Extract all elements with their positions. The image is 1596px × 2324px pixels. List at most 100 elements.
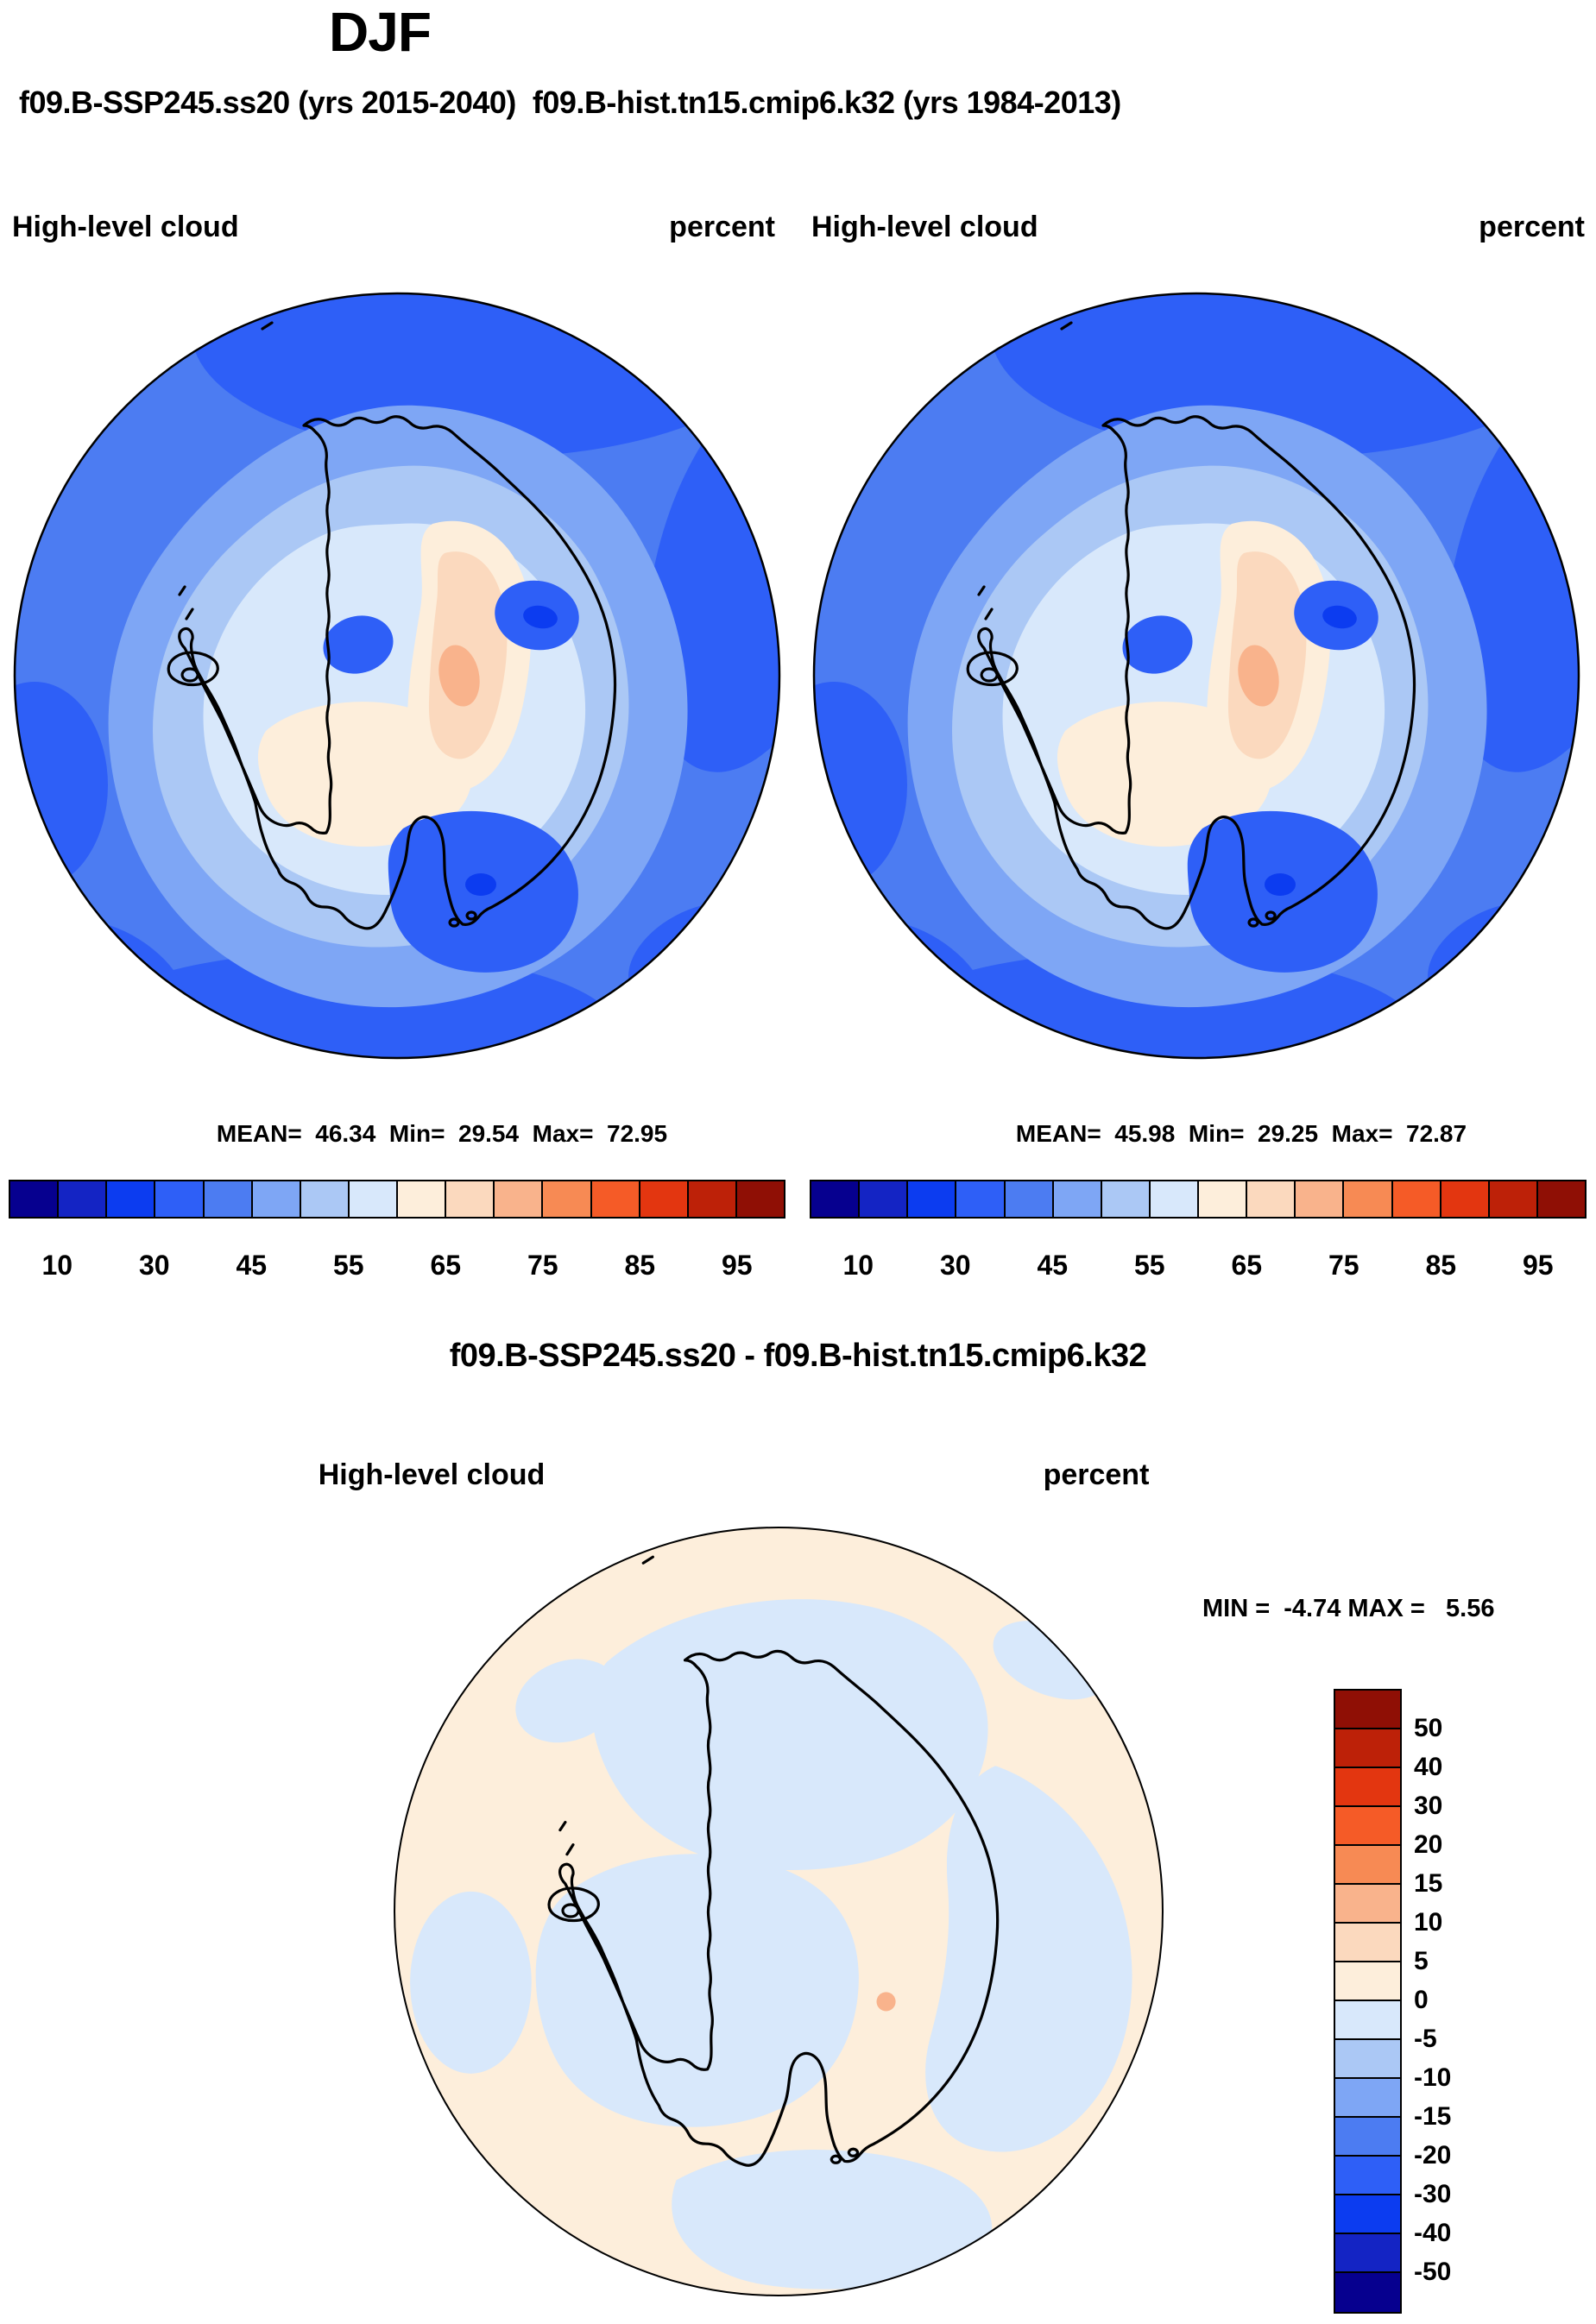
colorbar-segment [1150, 1181, 1199, 1217]
diff-colorbar-tick-label: -20 [1414, 2141, 1452, 2170]
left-panel-units-label: percent [669, 211, 775, 243]
colorbar-segment [155, 1181, 205, 1217]
diff-colorbar-segment [1335, 1729, 1400, 1768]
diff-colorbar-tick-label: 20 [1414, 1830, 1443, 1859]
left-map [10, 289, 784, 1062]
colorbar-segment [1005, 1181, 1054, 1217]
diff-colorbar-segment [1335, 1885, 1400, 1924]
diff-colorbar-segment [1335, 1924, 1400, 1962]
diff-minmax-stats: MIN = -4.74 MAX = 5.56 [1202, 1595, 1495, 1622]
diff-colorbar-segment [1335, 2157, 1400, 2195]
left-colorbar [9, 1180, 785, 1219]
diff-colorbar [1334, 1689, 1402, 2314]
difference-map [390, 1523, 1167, 2300]
diff-colorbar-tick-label: -10 [1414, 2063, 1452, 2092]
season-title: DJF [329, 1, 432, 63]
diff-colorbar-labels: 50 40 30 20 15 10 5 0 -5 -10 -15 -20 -30 -40 -50 [1414, 1689, 1517, 2312]
colorbar-tick-label: 75 [1328, 1250, 1359, 1281]
colorbar-segment [495, 1181, 544, 1217]
right-colorbar [810, 1180, 1587, 1219]
diff-colorbar-tick-label: 5 [1414, 1947, 1429, 1975]
colorbar-segment [252, 1181, 301, 1217]
colorbar-segment [860, 1181, 909, 1217]
colorbar-segment [107, 1181, 156, 1217]
colorbar-segment [1199, 1181, 1248, 1217]
left-panel-stats: MEAN= 46.34 Min= 29.54 Max= 72.95 [216, 1120, 668, 1147]
colorbar-segment [736, 1181, 784, 1217]
diff-colorbar-segment [1335, 2040, 1400, 2079]
diff-colorbar-segment [1335, 2234, 1400, 2273]
diff-colorbar-tick-label: 10 [1414, 1908, 1443, 1937]
right-panel-stats: MEAN= 45.98 Min= 29.25 Max= 72.87 [1015, 1120, 1467, 1147]
run-titles: f09.B-SSP245.ss20 (yrs 2015-2040) f09.B-… [19, 85, 1121, 120]
colorbar-tick-label: 55 [1133, 1250, 1165, 1281]
colorbar-segment [204, 1181, 253, 1217]
colorbar-tick-label: 65 [1231, 1250, 1263, 1281]
diff-colorbar-tick-label: -40 [1414, 2219, 1452, 2247]
colorbar-tick-label: 65 [430, 1250, 462, 1281]
difference-title: f09.B-SSP245.ss20 - f09.B-hist.tn15.cmip… [449, 1338, 1147, 1374]
colorbar-segment [591, 1181, 640, 1217]
left-colorbar-labels: 10 30 45 55 65 75 85 95 [9, 1250, 785, 1286]
diff-colorbar-segment [1335, 2195, 1400, 2234]
right-panel-units-label: percent [1479, 211, 1585, 243]
colorbar-tick-label: 75 [527, 1250, 558, 1281]
colorbar-tick-label: 10 [41, 1250, 73, 1281]
diff-colorbar-segment [1335, 1846, 1400, 1885]
diff-colorbar-tick-label: 50 [1414, 1714, 1443, 1742]
colorbar-segment [300, 1181, 350, 1217]
diff-colorbar-tick-label: 30 [1414, 1792, 1443, 1820]
diff-colorbar-tick-label: -30 [1414, 2180, 1452, 2208]
colorbar-segment [1441, 1181, 1490, 1217]
colorbar-segment [1247, 1181, 1296, 1217]
diff-colorbar-segment [1335, 2118, 1400, 2157]
colorbar-segment [446, 1181, 495, 1217]
diff-colorbar-segment [1335, 1768, 1400, 1807]
left-panel-field-label: High-level cloud [12, 211, 239, 243]
colorbar-tick-label: 30 [138, 1250, 170, 1281]
colorbar-tick-label: 10 [842, 1250, 874, 1281]
colorbar-segment [1344, 1181, 1393, 1217]
diff-units-label: percent [1043, 1458, 1150, 1491]
colorbar-tick-label: 30 [939, 1250, 971, 1281]
diff-colorbar-tick-label: -50 [1414, 2258, 1452, 2286]
colorbar-segment [1489, 1181, 1538, 1217]
colorbar-segment [543, 1181, 592, 1217]
colorbar-segment [10, 1181, 60, 1217]
colorbar-segment [1053, 1181, 1102, 1217]
diff-colorbar-segment [1335, 2273, 1400, 2312]
colorbar-segment [59, 1181, 108, 1217]
diff-field-label: High-level cloud [318, 1458, 546, 1491]
diff-colorbar-segment [1335, 1807, 1400, 1846]
right-map [810, 289, 1583, 1062]
diff-colorbar-segment [1335, 1691, 1400, 1729]
diff-colorbar-tick-label: 15 [1414, 1869, 1443, 1898]
colorbar-segment [956, 1181, 1006, 1217]
colorbar-segment [688, 1181, 737, 1217]
colorbar-segment [398, 1181, 447, 1217]
colorbar-tick-label: 85 [1425, 1250, 1457, 1281]
colorbar-tick-label: 55 [332, 1250, 364, 1281]
diff-colorbar-segment [1335, 2001, 1400, 2040]
colorbar-segment [640, 1181, 689, 1217]
colorbar-segment [908, 1181, 957, 1217]
diff-colorbar-tick-label: -5 [1414, 2025, 1437, 2053]
colorbar-segment [349, 1181, 398, 1217]
colorbar-segment [1101, 1181, 1151, 1217]
colorbar-segment [1392, 1181, 1441, 1217]
colorbar-segment [811, 1181, 861, 1217]
diff-colorbar-tick-label: -15 [1414, 2102, 1452, 2131]
colorbar-segment [1296, 1181, 1345, 1217]
colorbar-tick-label: 95 [721, 1250, 753, 1281]
colorbar-tick-label: 85 [624, 1250, 656, 1281]
diff-colorbar-tick-label: 40 [1414, 1753, 1443, 1781]
colorbar-tick-label: 45 [236, 1250, 268, 1281]
colorbar-tick-label: 45 [1037, 1250, 1069, 1281]
colorbar-tick-label: 95 [1522, 1250, 1554, 1281]
diff-colorbar-segment [1335, 2079, 1400, 2118]
colorbar-segment [1537, 1181, 1585, 1217]
diff-colorbar-segment [1335, 1962, 1400, 2001]
right-colorbar-labels: 10 30 45 55 65 75 85 95 [810, 1250, 1587, 1286]
right-panel-field-label: High-level cloud [811, 211, 1038, 243]
